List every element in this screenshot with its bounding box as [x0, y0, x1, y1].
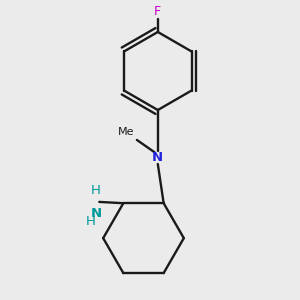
Text: F: F [154, 5, 161, 18]
Text: H: H [91, 184, 101, 197]
Text: N: N [152, 151, 164, 164]
Text: H: H [86, 215, 96, 228]
Text: Me: Me [118, 127, 134, 137]
Text: N: N [91, 207, 102, 220]
